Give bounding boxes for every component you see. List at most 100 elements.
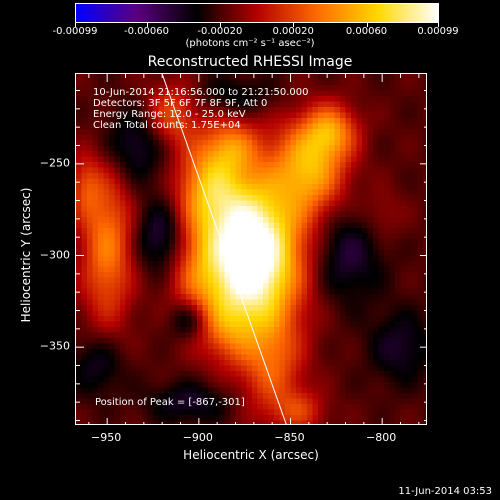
heatmap-cell [98,85,104,91]
heatmap-cell [241,140,247,146]
heatmap-cell [153,211,159,218]
heatmap-cell [323,327,330,333]
heatmap-cell [296,200,302,207]
heatmap-cell [312,206,319,212]
heatmap-cell [131,112,137,119]
heatmap-cell [367,74,374,80]
heatmap-cell [87,327,93,333]
heatmap-cell [114,305,121,311]
heatmap-cell [224,90,231,97]
heatmap-cell [158,365,165,372]
heatmap-cell [373,239,379,245]
heatmap-cell [268,250,275,256]
heatmap-cell [290,365,297,372]
heatmap-cell [285,101,291,108]
heatmap-cell [384,327,390,333]
heatmap-cell [186,294,192,300]
heatmap-cell [120,354,126,361]
heatmap-cell [334,415,341,421]
heatmap-cell [98,250,104,256]
colorbar-tick-mark [75,23,76,27]
heatmap-cell [400,217,407,223]
heatmap-cell [235,382,242,388]
heatmap-cell [323,371,330,377]
heatmap-cell [230,371,236,377]
heatmap-cell [142,206,148,212]
heatmap-cell [257,288,264,295]
heatmap-cell [367,162,374,168]
heatmap-cell [417,74,423,80]
heatmap-cell [279,349,286,355]
heatmap-cell [340,299,346,306]
heatmap-cell [224,316,231,322]
heatmap-cell [87,211,93,218]
heatmap-cell [307,387,313,394]
heatmap-cell [208,195,214,201]
colorbar-tick-mark [293,23,295,27]
heatmap-cell [169,151,176,157]
heatmap-cell [257,156,264,163]
heatmap-cell [417,365,423,372]
heatmap-cell [213,255,220,262]
heatmap-cell [290,420,297,424]
heatmap-cell [362,211,368,218]
heatmap-cell [213,112,220,119]
heatmap-cell [389,145,396,152]
heatmap-cell [87,288,93,295]
heatmap-cell [263,217,269,223]
heatmap-cell [153,338,159,344]
heatmap-cell [219,404,225,410]
heatmap-cell [373,96,379,102]
heatmap-cell [98,145,104,152]
heatmap-cell [384,200,390,207]
heatmap-cell [312,299,319,306]
heatmap-cell [147,376,154,383]
heatmap-cell [274,189,280,196]
heatmap-cell [114,420,121,424]
heatmap-cell [224,184,231,190]
heatmap-cell [208,222,214,229]
heatmap-cell [191,266,198,273]
heatmap-cell [109,332,115,339]
heatmap-cell [76,178,82,185]
heatmap-cell [180,184,187,190]
heatmap-cell [120,189,126,196]
heatmap-cell [230,420,236,424]
heatmap-cell [389,112,396,119]
heatmap-cell [92,107,99,113]
heatmap-cell [246,101,253,108]
heatmap-cell [131,228,137,234]
heatmap-cell [98,118,104,124]
heatmap-cell [131,217,137,223]
heatmap-cell [290,101,297,108]
heatmap-cell [175,134,181,141]
heatmap-cell [230,156,236,163]
heatmap-cell [81,283,88,289]
heatmap-cell [224,195,231,201]
heatmap-cell [362,316,368,322]
heatmap-cell [131,90,137,97]
heatmap-cell [103,420,110,424]
heatmap-cell [114,393,121,399]
heatmap-cell [351,228,357,234]
heatmap-cell [98,244,104,251]
heatmap-cell [219,222,225,229]
heatmap-cell [422,376,426,383]
heatmap-cell [263,321,269,328]
timestamp: 11-Jun-2014 03:53 [398,486,492,497]
heatmap-cell [362,85,368,91]
heatmap-cell [411,343,418,350]
heatmap-cell [81,409,88,416]
heatmap-cell [422,288,426,295]
heatmap-cell [274,305,280,311]
heatmap-cell [318,387,324,394]
heatmap-cell [356,310,363,317]
heatmap-cell [274,365,280,372]
heatmap-cell [395,382,401,388]
heatmap-cell [180,288,187,295]
heatmap-cell [213,343,220,350]
heatmap-cell [312,404,319,410]
heatmap-cell [263,261,269,267]
heatmap-cell [340,162,346,168]
heatmap-cell [307,239,313,245]
